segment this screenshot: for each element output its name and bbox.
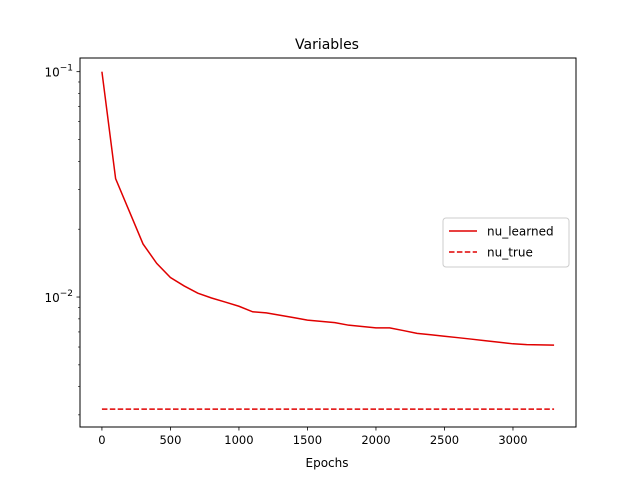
chart-title: Variables [295,37,359,53]
plot-area: 0 500 1000 1500 2000 2500 3000 10−2 10−1 nu_learn… [44,57,577,447]
legend-label-nu_true: nu_true [487,246,533,260]
y-tick-label: 10−2 [44,289,73,305]
x-tick-label: 1000 [224,433,253,447]
axes-frame [79,57,577,428]
y-tick-label: 10−1 [44,64,73,80]
x-tick-label: 3000 [498,433,527,447]
x-tick-label: 2000 [361,433,390,447]
series-line-nu_learned [101,71,555,346]
x-tick-label: 0 [98,433,105,447]
x-tick-label: 1500 [293,433,322,447]
x-tick-label: 2500 [430,433,459,447]
x-tick-label: 500 [159,433,181,447]
x-axis-label: Epochs [306,456,349,470]
legend-label-nu_learned: nu_learned [487,225,554,239]
legend: nu_learned nu_true [442,217,570,268]
